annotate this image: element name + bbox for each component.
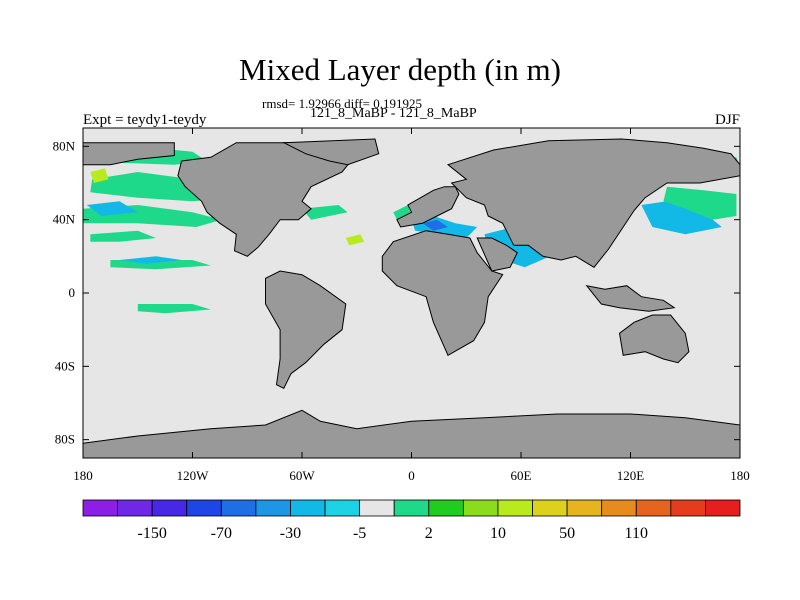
colorbar-label-5: 10 bbox=[490, 525, 506, 542]
colorbar-label-3: -5 bbox=[353, 525, 366, 542]
y-tick-label-3: 40S bbox=[55, 358, 75, 373]
land-europe-west bbox=[396, 186, 460, 228]
colorbar-box-0 bbox=[82, 499, 118, 517]
colorbar-box-7 bbox=[324, 499, 361, 517]
y-axis: 80N 40N 0 40S 80S bbox=[53, 138, 740, 447]
colorbar-box-2 bbox=[151, 499, 188, 517]
colorbar-label-7: 110 bbox=[625, 525, 648, 542]
anomaly-patch-8 bbox=[119, 256, 182, 264]
anomaly-patch-15 bbox=[663, 186, 737, 220]
land-north-america bbox=[177, 142, 358, 257]
anomaly-patch-3 bbox=[90, 168, 109, 183]
colorbar-box-16 bbox=[635, 499, 672, 517]
y-tick-label-4: 80S bbox=[55, 432, 75, 447]
anomaly-patch-6 bbox=[137, 304, 211, 314]
x-tick-label-2: 60W bbox=[289, 468, 315, 483]
x-tick-label-4: 60E bbox=[511, 468, 532, 483]
stats-label: rmsd= 1.92966 diff= 0.191925 bbox=[262, 96, 422, 111]
anomaly-patch-5 bbox=[110, 260, 211, 270]
colorbar-box-9 bbox=[393, 499, 430, 517]
colorbar-label-0: -150 bbox=[137, 525, 166, 542]
colorbar-box-3 bbox=[186, 499, 222, 517]
anomaly-patch-4 bbox=[90, 230, 156, 242]
colorbar-box-18 bbox=[705, 499, 741, 517]
x-axis: 180 120W 60W 0 60E 120E 180 bbox=[73, 128, 750, 483]
colorbar-label-2: -30 bbox=[280, 525, 301, 542]
colorbar-label-4: 2 bbox=[425, 525, 433, 542]
land-alaska-siberia-strip bbox=[83, 142, 175, 166]
colorbar-box-15 bbox=[601, 499, 637, 517]
colorbar-label-1: -70 bbox=[211, 525, 232, 542]
x-tick-label-5: 120E bbox=[617, 468, 645, 483]
land-arabia bbox=[476, 237, 518, 272]
y-tick-label-0: 80N bbox=[53, 138, 76, 153]
colorbar-box-5 bbox=[255, 499, 291, 517]
colorbar-box-10 bbox=[428, 499, 464, 517]
land-eurasia bbox=[446, 138, 740, 268]
colorbar-box-11 bbox=[462, 499, 499, 517]
y-tick-label-2: 0 bbox=[69, 285, 76, 300]
colorbar: -150 -70 -30 -5 2 10 50 110 bbox=[82, 499, 741, 542]
land-greenland bbox=[281, 138, 380, 166]
land-australia bbox=[618, 314, 690, 364]
colorbar-box-1 bbox=[117, 499, 153, 517]
colorbar-box-4 bbox=[220, 499, 257, 517]
land-south-america bbox=[265, 270, 347, 389]
anomaly-patch-17 bbox=[345, 234, 365, 246]
periods-label: 121_8_MaBP - 121_8_MaBP bbox=[310, 106, 477, 121]
x-tick-label-1: 120W bbox=[177, 468, 210, 483]
season-label: DJF bbox=[714, 112, 740, 128]
anomaly-patch-9 bbox=[302, 205, 348, 220]
colorbar-box-13 bbox=[532, 499, 568, 517]
colorbar-box-14 bbox=[566, 499, 603, 517]
land-antarctica bbox=[83, 409, 740, 458]
anomaly-patch-12 bbox=[422, 219, 448, 231]
anomaly-patch-14 bbox=[641, 201, 722, 235]
colorbar-box-8 bbox=[359, 499, 395, 517]
colorbar-box-17 bbox=[670, 499, 706, 517]
land-layer bbox=[83, 138, 740, 458]
colorbar-box-6 bbox=[290, 499, 326, 517]
x-tick-label-0: 180 bbox=[73, 468, 93, 483]
colorbar-label-6: 50 bbox=[559, 525, 575, 542]
map-title: Mixed Layer depth (in m) bbox=[239, 52, 561, 87]
x-tick-label-3: 0 bbox=[408, 468, 415, 483]
y-tick-label-1: 40N bbox=[53, 212, 76, 227]
colorbar-box-12 bbox=[497, 499, 533, 517]
anomaly-patch-7 bbox=[86, 201, 138, 216]
land-africa bbox=[381, 230, 504, 357]
x-tick-label-6: 180 bbox=[730, 468, 750, 483]
land-southeast-asia-islands bbox=[585, 284, 676, 312]
experiment-label: Expt = teydy1-teydy bbox=[83, 112, 207, 128]
